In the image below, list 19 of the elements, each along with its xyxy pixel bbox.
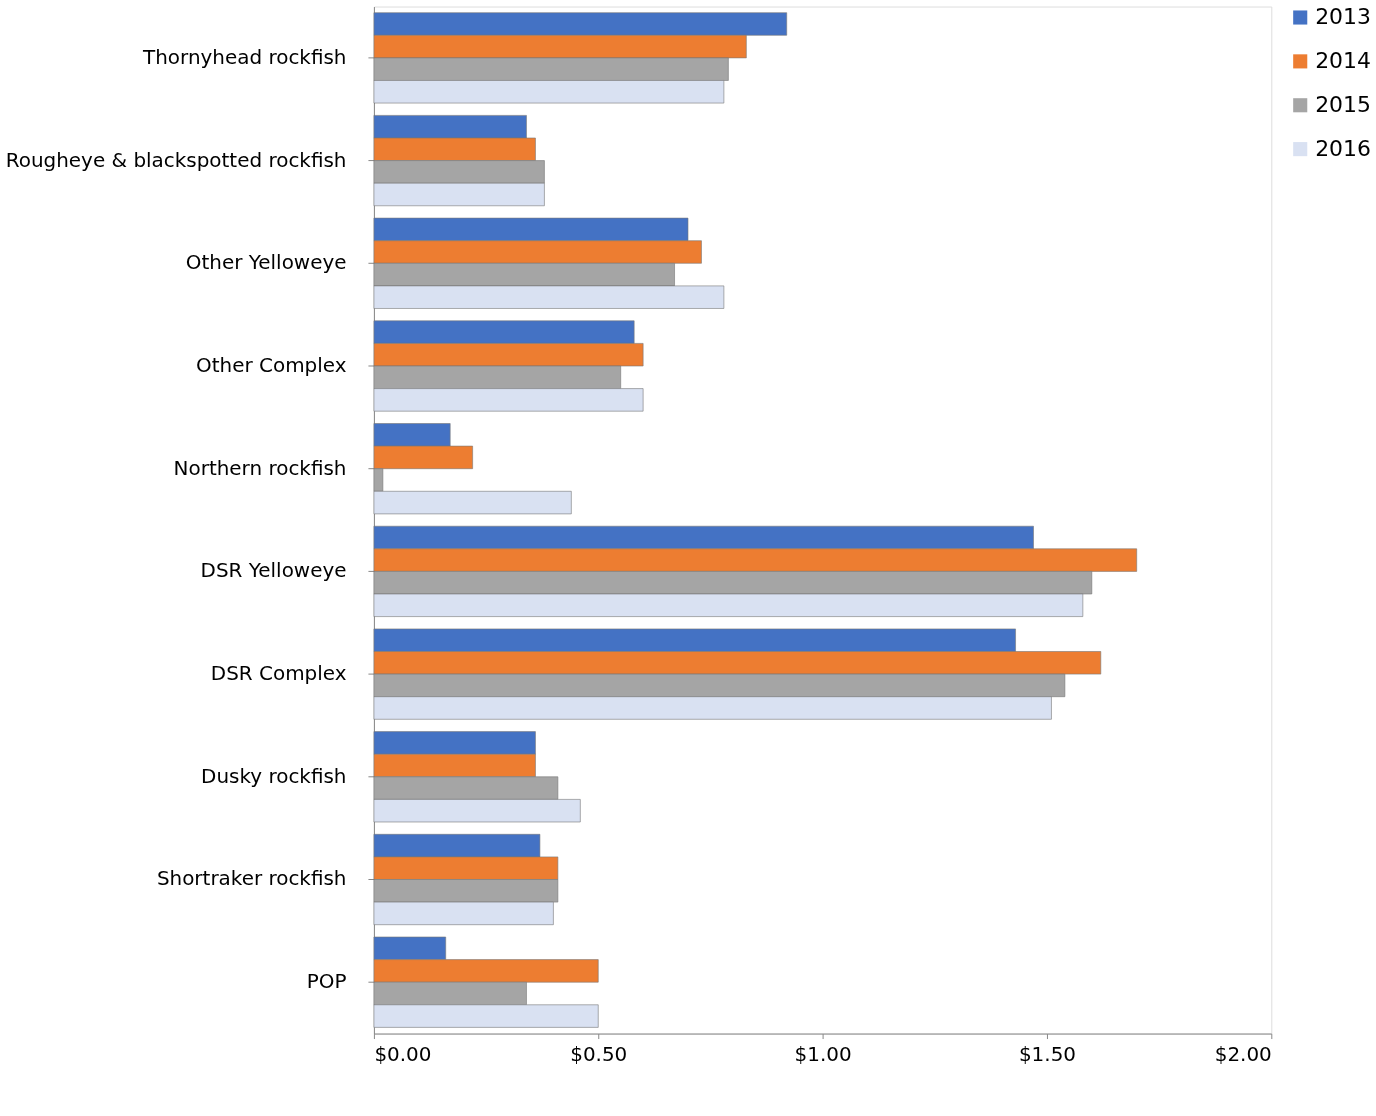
legend-label: 2016 (1315, 136, 1371, 162)
legend-label: 2013 (1315, 4, 1371, 30)
x-tick-label: $0.50 (570, 1041, 628, 1066)
x-tick-label: $1.50 (1018, 1041, 1076, 1066)
y-tick-label: Thornyhead rockfish (142, 44, 347, 69)
x-tick-label: $1.00 (794, 1041, 852, 1066)
y-tick-label: Shortraker rockfish (156, 866, 347, 891)
y-tick-label: Northern rockfish (173, 455, 347, 480)
y-tick-label: Dusky rockfish (201, 763, 347, 788)
x-tick-label: $0.00 (374, 1041, 432, 1066)
legend-label: 2014 (1315, 48, 1371, 74)
y-tick-label: POP (306, 969, 347, 994)
y-tick-label: Rougheye & blackspotted rockfish (5, 147, 347, 172)
y-tick-label: DSR Complex (210, 661, 347, 686)
x-tick-label: $2.00 (1214, 1041, 1272, 1066)
y-tick-label: Other Yelloweye (185, 250, 347, 275)
y-tick-label: Other Complex (196, 352, 347, 377)
legend-label: 2015 (1315, 92, 1371, 118)
y-tick-label: DSR Yelloweye (200, 558, 347, 583)
